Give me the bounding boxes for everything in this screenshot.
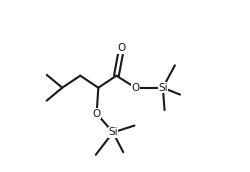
Text: O: O — [118, 43, 126, 53]
Text: Si: Si — [158, 83, 168, 93]
Text: O: O — [92, 109, 101, 119]
Text: O: O — [131, 83, 140, 93]
Text: Si: Si — [108, 127, 118, 137]
